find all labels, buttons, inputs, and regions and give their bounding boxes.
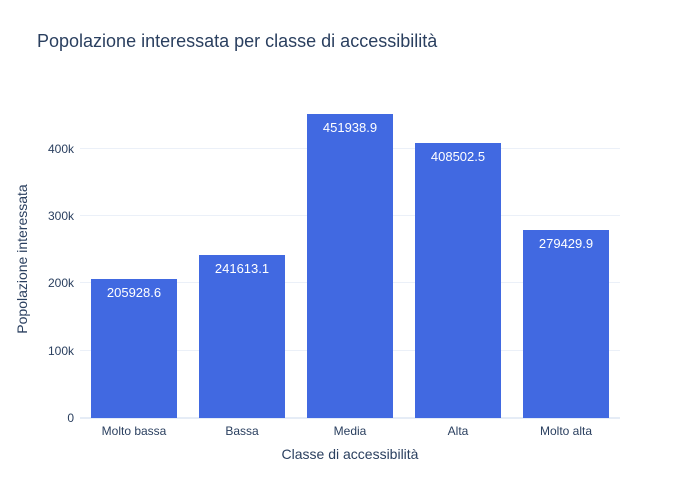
bar-value-label: 408502.5 xyxy=(430,149,486,165)
y-tick-label: 200k xyxy=(47,276,74,291)
bar-molto-bassa[interactable]: 205928.6 xyxy=(90,279,178,418)
bar-value-label: 279429.9 xyxy=(538,235,594,251)
bar-value-label: 241613.1 xyxy=(214,261,270,277)
bar-value-label: 205928.6 xyxy=(106,285,162,301)
x-tick-label-alta: Alta xyxy=(447,424,469,438)
zero-line xyxy=(80,417,620,419)
chart-title: Popolazione interessata per classe di ac… xyxy=(37,31,438,51)
x-tick-label-bassa: Bassa xyxy=(225,424,259,438)
bar-bassa[interactable]: 241613.1 xyxy=(198,255,286,418)
bar-alta[interactable]: 408502.5 xyxy=(414,143,502,418)
bar-molto-alta[interactable]: 279429.9 xyxy=(522,229,610,418)
x-tick-label-media: Media xyxy=(333,424,367,438)
x-tick-label-molto-alta: Molto alta xyxy=(539,424,593,438)
x-axis-title: Classe di accessibilità xyxy=(281,446,419,462)
bar-value-label: 451938.9 xyxy=(322,119,378,135)
bar-media[interactable]: 451938.9 xyxy=(306,113,394,418)
y-tick-label: 300k xyxy=(47,209,74,224)
y-tick-label: 100k xyxy=(47,343,74,358)
x-tick-label-molto-bassa: Molto bassa xyxy=(101,424,167,438)
y-tick-label: 400k xyxy=(47,141,74,156)
y-tick-label: 0 xyxy=(67,411,74,425)
y-axis-title: Popolazione interessata xyxy=(14,184,30,334)
plot-area[interactable]: 205928.6 241613.1 451938.9 408502.5 279429.9 xyxy=(80,100,620,419)
